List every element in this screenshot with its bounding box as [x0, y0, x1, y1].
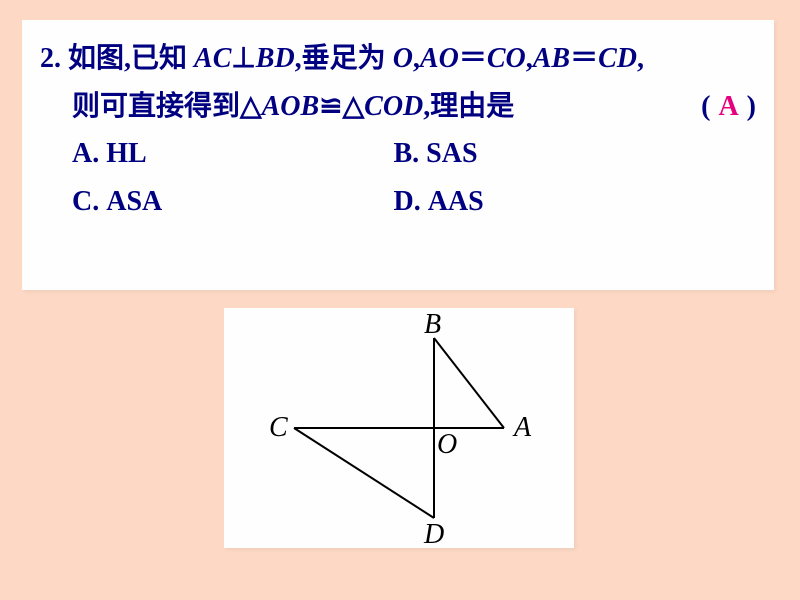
math-AB: AB — [533, 43, 570, 74]
text-a: 如图,已知 — [61, 43, 194, 74]
option-d-dot: . — [414, 186, 428, 217]
label-D: D — [423, 519, 444, 548]
diagram-box: C A B D O — [224, 308, 574, 548]
edge-CD — [294, 428, 434, 518]
diagram-edges — [294, 338, 504, 518]
option-d: D. AAS — [393, 178, 714, 226]
text-2b: ,理由是 — [423, 91, 514, 122]
op-eq2: ＝ — [570, 43, 598, 74]
math-AOB: AOB — [262, 91, 320, 122]
answer-letter: A — [710, 91, 746, 122]
math-O: O — [393, 43, 413, 74]
tri2: △ — [343, 91, 365, 122]
option-c-dot: . — [92, 186, 106, 217]
question-number: 2. — [40, 43, 61, 74]
label-A: A — [512, 412, 532, 443]
option-d-text: AAS — [428, 186, 484, 217]
option-a: A. HL — [72, 130, 393, 178]
option-d-prefix: D — [393, 186, 413, 217]
text-b: ,垂足为 — [295, 43, 393, 74]
math-BD: BD — [256, 43, 295, 74]
math-CD: CD — [598, 43, 637, 74]
diagram-svg: C A B D O — [224, 308, 574, 548]
question-line-2: 则可直接得到△AOB≌△COD,理由是 (A) — [40, 83, 756, 131]
answer-slot: (A) — [701, 83, 756, 131]
math-CO: CO — [487, 43, 526, 74]
option-c-text: ASA — [106, 186, 162, 217]
label-O: O — [437, 429, 457, 460]
label-B: B — [424, 309, 441, 340]
option-a-text: HL — [106, 138, 146, 169]
question-line-1: 2. 如图,已知 AC⊥BD,垂足为 O,AO＝CO,AB＝CD, — [40, 35, 756, 83]
option-b-dot: . — [412, 138, 426, 169]
text-d: , — [637, 43, 644, 74]
text-2a: 则可直接得到 — [72, 91, 240, 122]
op-eq1: ＝ — [459, 43, 487, 74]
math-AC: AC — [194, 43, 231, 74]
option-a-prefix: A — [72, 138, 92, 169]
math-AO: AO — [420, 43, 459, 74]
math-COD: COD — [364, 91, 423, 122]
option-b-text: SAS — [426, 138, 477, 169]
tri1: △ — [240, 91, 262, 122]
option-b: B. SAS — [393, 130, 714, 178]
paren-close: ) — [747, 91, 756, 122]
text-c2: , — [526, 43, 533, 74]
op-cong: ≌ — [319, 91, 342, 122]
op-perp: ⊥ — [231, 43, 255, 74]
edge-AB — [434, 338, 504, 428]
text-c1: , — [413, 43, 420, 74]
option-a-dot: . — [92, 138, 106, 169]
option-c-prefix: C — [72, 186, 92, 217]
option-b-prefix: B — [393, 138, 412, 169]
options: A. HL B. SAS C. ASA D. AAS — [40, 130, 756, 225]
label-C: C — [269, 412, 288, 443]
option-c: C. ASA — [72, 178, 393, 226]
question-box: 2. 如图,已知 AC⊥BD,垂足为 O,AO＝CO,AB＝CD, 则可直接得到… — [22, 20, 774, 290]
